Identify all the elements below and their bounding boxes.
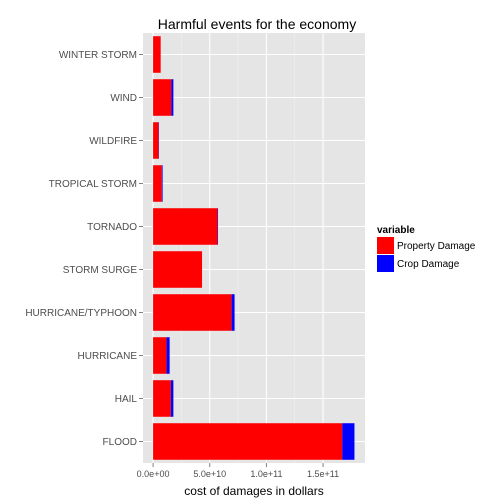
- y-tick-label: HAIL: [115, 394, 138, 405]
- bar-segment: [153, 337, 167, 374]
- y-tick-label: STORM SURGE: [63, 265, 138, 276]
- bar-segment: [153, 79, 172, 116]
- legend-label: Property Damage: [397, 241, 476, 252]
- bar-segment: [153, 36, 161, 73]
- x-tick-label: 1.5e+11: [307, 469, 339, 479]
- chart-title: Harmful events for the economy: [158, 16, 356, 32]
- y-tick-label: HURRICANE/TYPHOON: [25, 308, 137, 319]
- y-tick-label: TROPICAL STORM: [49, 179, 137, 190]
- bar-segment: [153, 251, 203, 288]
- bar-segment: [171, 79, 174, 116]
- legend-title: variable: [377, 225, 415, 236]
- bar-segment: [153, 208, 218, 245]
- y-tick-label: WIND: [110, 93, 137, 104]
- bar-segment: [153, 380, 171, 417]
- bar-segment: [153, 294, 232, 331]
- y-tick-label: TORNADO: [87, 222, 137, 233]
- bar-segment: [161, 165, 163, 202]
- x-tick-label: 0.0e+00: [137, 469, 170, 479]
- x-axis-ticks: 0.0e+00 5.0e+10 1.0e+11 1.5e+11: [137, 463, 339, 479]
- x-tick-label: 1.0e+11: [250, 469, 282, 479]
- plot-panel: [143, 33, 365, 463]
- x-tick-label: 5.0e+10: [193, 469, 226, 479]
- bar-segment: [231, 294, 235, 331]
- bar-segment: [153, 423, 343, 460]
- y-tick-label: HURRICANE: [78, 351, 138, 362]
- legend: variable Property Damage Crop Damage: [377, 225, 476, 272]
- legend-key: [377, 237, 394, 254]
- bar-segment: [166, 337, 170, 374]
- y-tick-label: WILDFIRE: [89, 136, 137, 147]
- bar-segment: [170, 380, 174, 417]
- y-axis-ticks: FLOOD HAIL HURRICANE HURRICANE/TYPHOON STORM…: [25, 50, 143, 448]
- legend-key: [377, 255, 394, 272]
- bar-segment: [153, 122, 159, 159]
- bars: [153, 36, 355, 460]
- bar-segment: [153, 165, 162, 202]
- y-tick-label: FLOOD: [103, 437, 137, 448]
- y-tick-label: WINTER STORM: [59, 50, 137, 61]
- bar-segment: [342, 423, 355, 460]
- legend-label: Crop Damage: [397, 259, 460, 270]
- x-axis-label: cost of damages in dollars: [184, 484, 323, 498]
